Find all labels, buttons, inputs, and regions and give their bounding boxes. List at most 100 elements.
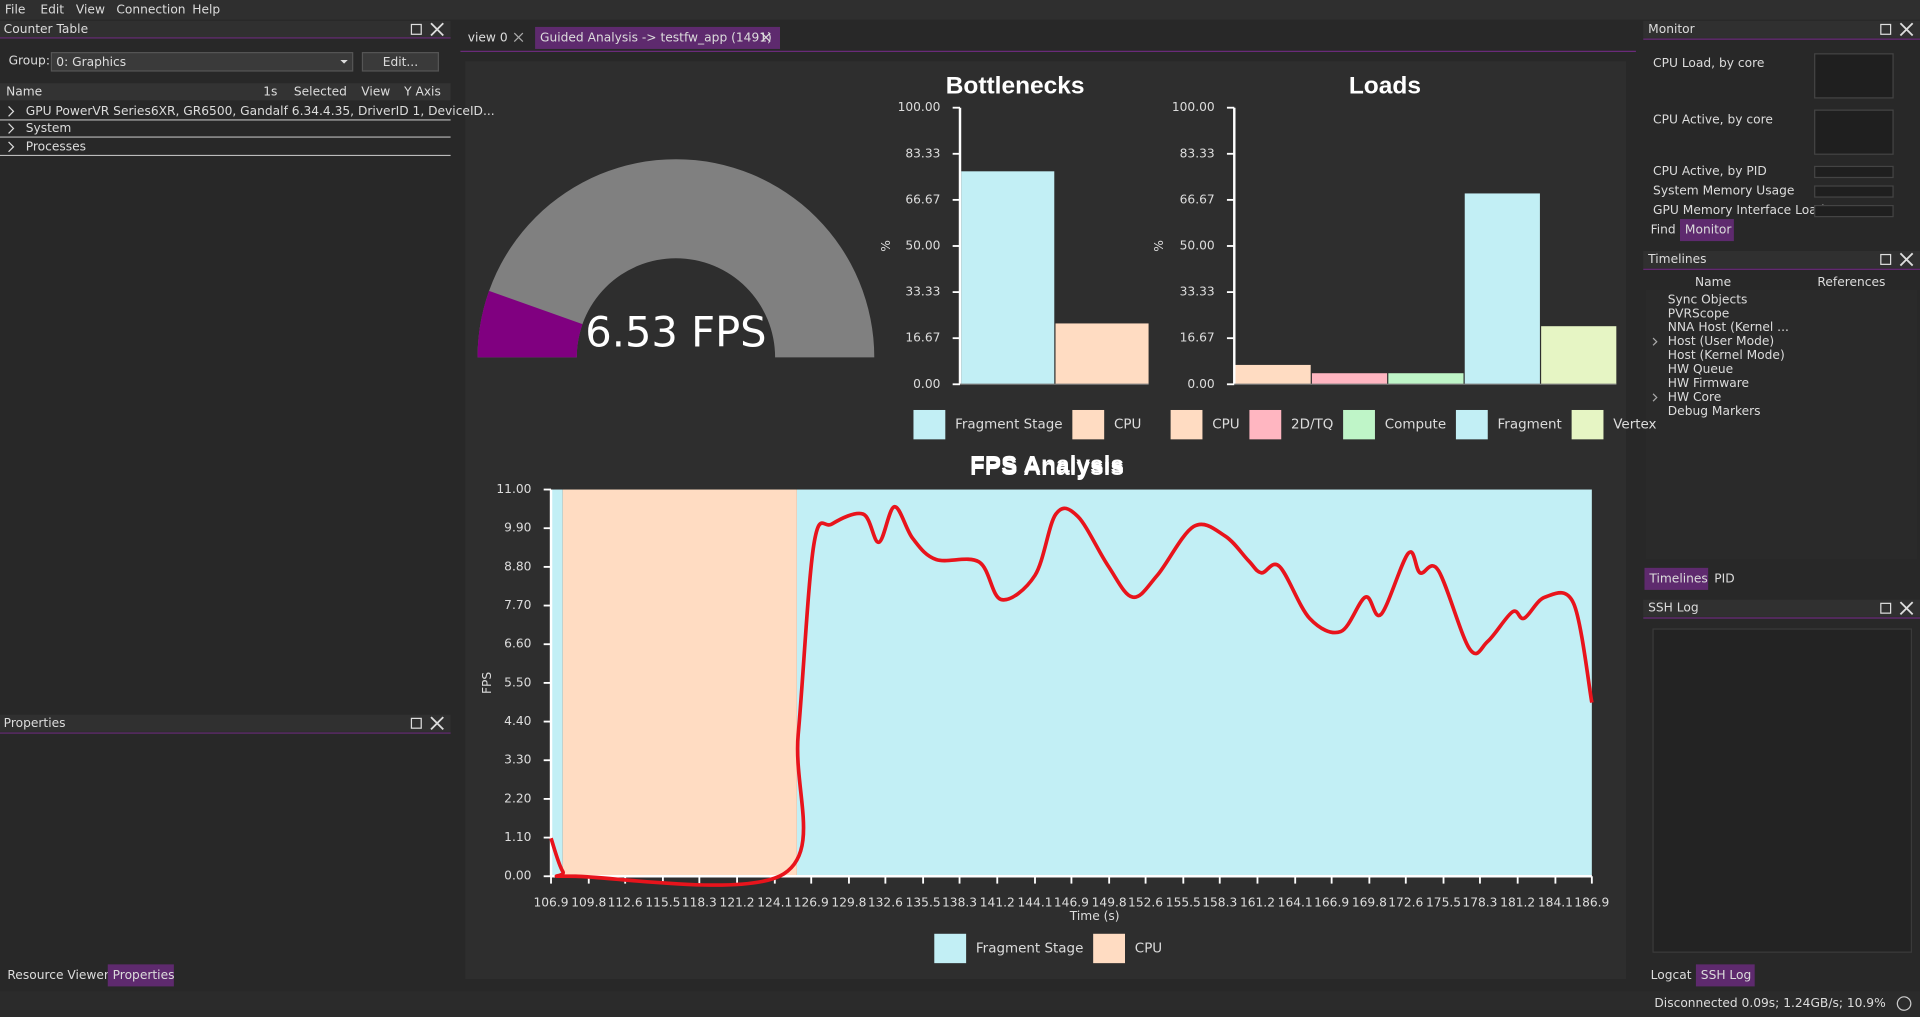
expand-arrow[interactable] — [8, 123, 15, 134]
x-tick-label: 146.9 — [1054, 896, 1089, 910]
x-tick-label: 149.8 — [1092, 896, 1127, 910]
tab[interactable]: Resource Viewer — [7, 968, 110, 982]
tree-row[interactable]: Processes — [26, 139, 86, 153]
sparkline-box — [1814, 165, 1894, 179]
y-tick-label: 8.80 — [504, 559, 531, 573]
expand-arrow[interactable] — [8, 141, 15, 153]
legend-label: CPU — [1135, 941, 1162, 956]
button[interactable] — [361, 52, 439, 72]
label: Group: — [9, 54, 50, 68]
x-tick-label: 135.5 — [906, 896, 941, 910]
close-button[interactable] — [1899, 22, 1914, 37]
menu-item[interactable]: View — [76, 2, 105, 16]
tab[interactable]: view 0 — [468, 30, 508, 44]
x-tick-label: 144.1 — [1017, 896, 1052, 910]
tree-row[interactable]: NNA Host (Kernel ... — [1668, 320, 1789, 334]
column-header: References — [1817, 275, 1885, 289]
float-button[interactable] — [410, 717, 422, 729]
y-tick-label: 66.67 — [905, 192, 940, 206]
tab[interactable]: Logcat — [1651, 968, 1692, 982]
close-button[interactable] — [1899, 252, 1914, 267]
button-label[interactable]: Edit... — [383, 55, 418, 69]
tab[interactable]: SSH Log — [1701, 968, 1751, 982]
expand-arrow[interactable] — [1652, 337, 1658, 346]
dropdown-arrow — [340, 59, 348, 64]
x-tick-label: 132.6 — [868, 896, 903, 910]
tree-row[interactable]: System — [26, 121, 72, 135]
x-tick-label: 124.1 — [757, 896, 792, 910]
legend-swatch — [1571, 409, 1604, 440]
tab[interactable]: Timelines — [1648, 571, 1707, 585]
monitor-item[interactable]: CPU Active, by core — [1653, 112, 1773, 126]
close-tab[interactable] — [761, 32, 771, 43]
tree-row[interactable]: PVRScope — [1668, 306, 1730, 320]
bar — [961, 171, 1055, 385]
tab[interactable]: PID — [1714, 571, 1734, 585]
monitor-item[interactable]: GPU Memory Interface Load — [1653, 203, 1824, 217]
bar — [1541, 326, 1617, 385]
info-icon[interactable] — [1896, 996, 1912, 1011]
close-button[interactable] — [1899, 601, 1914, 616]
tab-active[interactable] — [107, 964, 174, 987]
legend-label: Fragment Stage — [976, 941, 1083, 956]
sparkline-box — [1814, 53, 1894, 99]
tab[interactable]: Guided Analysis -> testfw_app (1491) — [540, 30, 772, 44]
float-button[interactable] — [1880, 23, 1892, 35]
menu-item[interactable]: Help — [192, 2, 220, 16]
tree-row[interactable]: Host (Kernel Mode) — [1668, 348, 1785, 362]
dropdown-value[interactable]: 0: Graphics — [56, 55, 126, 69]
x-tick-label: 175.5 — [1426, 896, 1461, 910]
monitor-item[interactable]: CPU Load, by core — [1653, 56, 1764, 70]
x-axis-label: Time (s) — [1069, 909, 1120, 923]
legend-label: CPU — [1212, 418, 1239, 433]
y-axis-label: % — [879, 240, 893, 252]
tree-row[interactable]: Sync Objects — [1668, 292, 1748, 306]
float-button[interactable] — [1880, 253, 1892, 265]
x-tick-label: 184.1 — [1538, 896, 1573, 910]
close-button[interactable] — [430, 716, 444, 731]
x-tick-label: 129.8 — [831, 896, 866, 910]
legend-swatch — [1093, 933, 1126, 964]
tree-row[interactable]: HW Core — [1668, 390, 1722, 404]
menu-item[interactable]: Edit — [40, 2, 64, 16]
y-tick-label: 16.67 — [905, 331, 940, 345]
tab[interactable]: Find — [1651, 223, 1676, 237]
menu-item[interactable]: File — [5, 2, 25, 16]
menu-item[interactable]: Connection — [116, 2, 185, 16]
region — [551, 489, 563, 877]
expand-arrow[interactable] — [1652, 393, 1658, 402]
tab-active[interactable] — [1680, 219, 1734, 242]
panel-header — [1643, 599, 1920, 617]
bar — [1055, 323, 1149, 385]
panel-title: Counter Table — [4, 22, 88, 36]
monitor-item[interactable]: System Memory Usage — [1653, 183, 1794, 197]
legend-swatch — [1249, 409, 1282, 440]
panel-title: Properties — [4, 716, 66, 730]
tab-active[interactable] — [1644, 567, 1709, 590]
status-bar — [0, 991, 1920, 1017]
legend-label: CPU — [1114, 418, 1141, 433]
panel-header — [0, 20, 451, 38]
column-header: Name — [6, 84, 42, 98]
tree-row[interactable]: Debug Markers — [1668, 404, 1761, 418]
tab-active[interactable] — [1695, 964, 1755, 987]
y-tick-label: 83.33 — [905, 146, 940, 160]
float-button[interactable] — [1880, 602, 1892, 614]
tab[interactable]: Properties — [113, 968, 175, 982]
close-button[interactable] — [430, 22, 444, 37]
x-tick-label: 106.9 — [534, 896, 569, 910]
monitor-item[interactable]: CPU Active, by PID — [1653, 164, 1767, 178]
tab-active[interactable] — [535, 26, 780, 49]
tree-row[interactable]: Host (User Mode) — [1668, 334, 1774, 348]
x-tick-label: 164.1 — [1278, 896, 1313, 910]
tree-row[interactable]: HW Firmware — [1668, 376, 1749, 390]
tree-row[interactable]: GPU PowerVR Series6XR, GR6500, Gandalf 6… — [26, 104, 495, 118]
close-tab[interactable] — [513, 32, 524, 43]
expand-arrow[interactable] — [8, 106, 15, 117]
float-button[interactable] — [410, 23, 422, 35]
menu-bar — [0, 0, 1920, 20]
y-tick-label: 9.90 — [504, 521, 531, 535]
tab[interactable]: Monitor — [1685, 223, 1732, 237]
tree-row[interactable]: HW Queue — [1668, 362, 1733, 376]
dropdown[interactable] — [50, 52, 354, 72]
